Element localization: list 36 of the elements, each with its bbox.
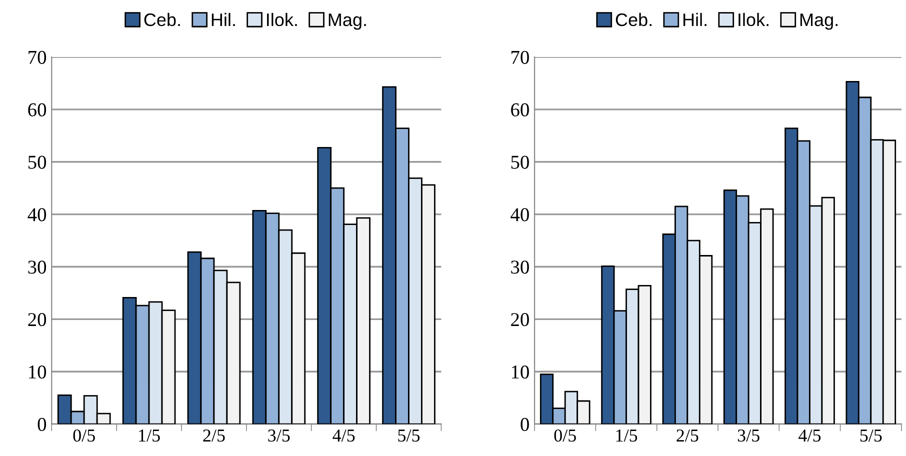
- x-tick-label: 4/5: [332, 430, 355, 442]
- y-tick-label: 40: [510, 208, 529, 222]
- legend-label: Mag.: [328, 14, 366, 30]
- x-tick-label: 0/5: [73, 429, 95, 442]
- legend-label: Hil.: [212, 12, 235, 26]
- y-tick-label: 30: [511, 260, 529, 274]
- x-tick-label: 4/5: [798, 430, 821, 442]
- legend-label: Mag.: [800, 14, 838, 30]
- x-tick-label: 2/5: [203, 430, 225, 442]
- x-tick-label: 5/5: [398, 430, 420, 442]
- y-tick-label: 70: [512, 50, 529, 64]
- y-tick-label: 60: [511, 103, 529, 116]
- y-tick-label: 0: [520, 418, 529, 432]
- x-tick-label: 0/5: [554, 429, 576, 442]
- legend-label: Ceb.: [616, 12, 652, 26]
- y-tick-label: 30: [28, 260, 46, 274]
- y-tick-label: 60: [28, 103, 46, 116]
- x-tick-label: 1/5: [616, 430, 638, 442]
- y-tick-label: 10: [29, 365, 46, 379]
- y-tick-label: 20: [28, 313, 46, 326]
- y-tick-label: 70: [28, 50, 46, 64]
- x-tick-label: 1/5: [139, 430, 160, 442]
- x-tick-label: 3/5: [268, 430, 290, 442]
- legend-label: Ilok.: [267, 12, 297, 26]
- legend-label: Ceb.: [144, 12, 180, 26]
- y-tick-label: 50: [28, 156, 46, 169]
- y-tick-label: 10: [512, 365, 529, 379]
- x-tick-label: 3/5: [738, 430, 760, 442]
- legend-label: Hil.: [683, 12, 706, 26]
- legend-label: Ilok.: [738, 12, 768, 26]
- y-tick-label: 20: [511, 313, 529, 326]
- y-tick-label: 50: [511, 156, 529, 169]
- x-tick-label: 5/5: [860, 430, 882, 442]
- y-tick-label: 0: [38, 418, 46, 432]
- y-tick-label: 40: [28, 208, 46, 222]
- x-tick-label: 2/5: [676, 430, 698, 442]
